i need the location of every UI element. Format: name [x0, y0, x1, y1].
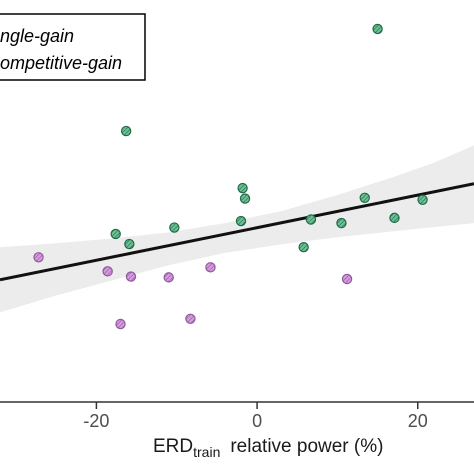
data-points-layer [33, 23, 428, 330]
point-series1-7 [110, 228, 121, 240]
x-axis: -20 0 20 [0, 401, 474, 431]
point-series1-0 [372, 23, 383, 35]
confidence-band [0, 145, 474, 313]
legend: ngle-gain ompetitive-gain [0, 13, 146, 81]
regression-line [0, 182, 474, 282]
point-series0-4 [205, 262, 216, 273]
point-series0-5 [115, 318, 126, 330]
point-series1-6 [389, 212, 400, 224]
point-series0-0 [33, 252, 44, 263]
x-tick-label-2: 20 [408, 411, 428, 431]
x-tick-label-1: 0 [252, 411, 262, 431]
point-series0-2 [125, 271, 137, 282]
regression-line-layer [0, 182, 474, 282]
point-series1-9 [169, 222, 180, 233]
point-series1-11 [305, 214, 317, 225]
point-series1-1 [120, 125, 132, 137]
point-series1-5 [417, 194, 428, 205]
point-series0-7 [341, 273, 353, 285]
x-axis-label-main: ERD [153, 436, 193, 457]
x-tick-label-0: -20 [83, 411, 109, 431]
confidence-band-layer [0, 145, 474, 313]
point-series0-6 [185, 313, 196, 324]
point-series1-3 [239, 193, 251, 204]
point-series1-4 [359, 192, 370, 203]
x-axis-label: ERDtrain relative power (%) [153, 436, 383, 460]
point-series0-3 [163, 272, 174, 283]
point-series1-8 [124, 238, 135, 250]
point-series1-2 [237, 182, 248, 194]
legend-entry-0: ngle-gain [0, 26, 74, 46]
point-series1-10 [235, 215, 247, 227]
x-axis-label-subscript: train [193, 444, 220, 460]
x-axis-label-rest: relative power (%) [230, 436, 383, 457]
legend-entry-1: ompetitive-gain [0, 53, 122, 73]
point-series1-12 [336, 217, 347, 229]
legend-box [0, 13, 146, 81]
point-series1-13 [298, 242, 309, 253]
point-series0-1 [102, 266, 113, 277]
